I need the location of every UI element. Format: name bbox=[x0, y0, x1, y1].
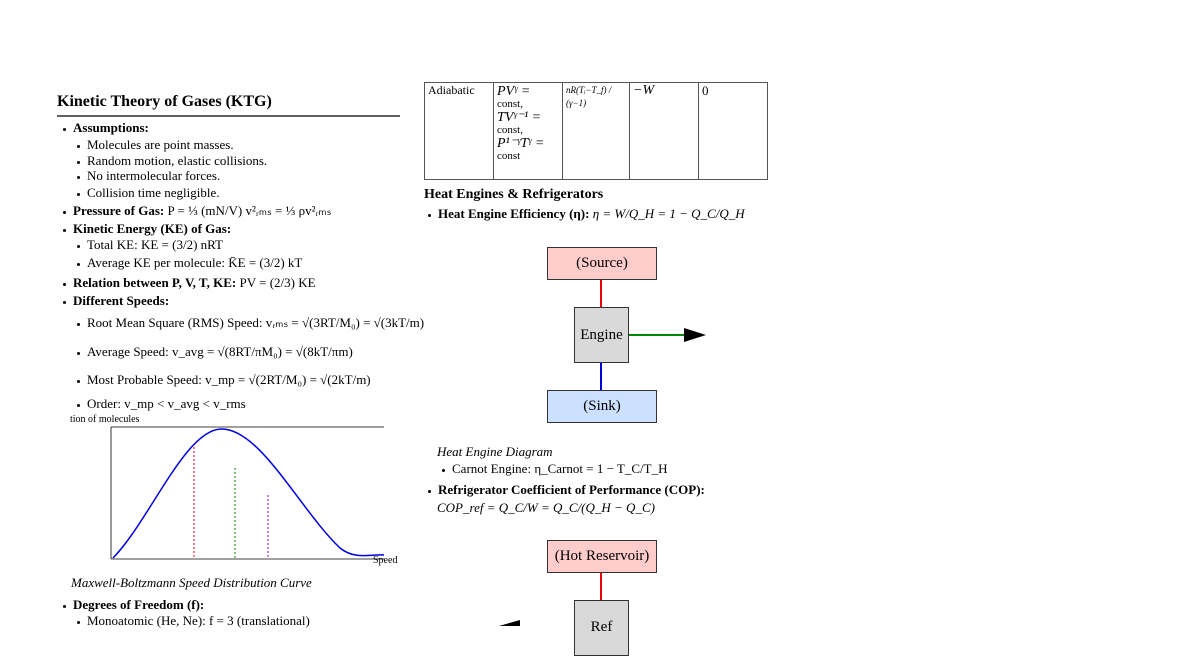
formula: COP_ref = Q_C/W = Q_C/(Q_H − Q_C) bbox=[437, 500, 655, 515]
label: Heat Engine Efficiency (η): bbox=[438, 206, 590, 221]
label: Refrigerator Coefficient of Performance … bbox=[438, 482, 705, 497]
list-item: Molecules are point masses. bbox=[77, 137, 234, 153]
list-item: Total KE: KE = (3/2) nRT bbox=[77, 237, 223, 253]
caption: Heat Engine Diagram bbox=[437, 444, 553, 459]
list-item: Kinetic Energy (KE) of Gas: bbox=[63, 221, 231, 237]
axis-label: Speed bbox=[373, 555, 398, 566]
arrowhead bbox=[684, 328, 706, 342]
list-item: Collision time negligible. bbox=[77, 185, 220, 201]
label: Degrees of Freedom (f): bbox=[73, 597, 205, 612]
list-item: Heat Engine Efficiency (η): η = W/Q_H = … bbox=[428, 206, 745, 222]
list-item: Monoatomic (He, Ne): f = 3 (translationa… bbox=[77, 613, 310, 629]
text: const, bbox=[497, 98, 523, 110]
text: Collision time negligible. bbox=[87, 185, 220, 200]
arrowhead bbox=[499, 620, 520, 626]
label: Pressure of Gas: bbox=[73, 203, 165, 218]
label: Different Speeds: bbox=[73, 293, 170, 308]
text: Average Speed: v_avg = √(8RT/πM₀) = √(8k… bbox=[87, 344, 353, 359]
text: Molecules are point masses. bbox=[87, 137, 234, 152]
table-cell: 0 bbox=[698, 82, 768, 180]
text: const, bbox=[497, 124, 523, 136]
caption: Maxwell-Boltzmann Speed Distribution Cur… bbox=[71, 575, 312, 590]
list-item: No intermolecular forces. bbox=[77, 168, 220, 184]
list-item: Average Speed: v_avg = √(8RT/πM₀) = √(8k… bbox=[77, 344, 353, 360]
label: Kinetic Energy (KE) of Gas: bbox=[73, 221, 232, 236]
list-item: Average KE per molecule: K̄E = (3/2) kT bbox=[77, 255, 302, 271]
text: Total KE: KE = (3/2) nRT bbox=[87, 237, 223, 252]
formula: P¹⁻ᵞTᵞ = bbox=[497, 136, 545, 151]
list-item: Most Probable Speed: v_mp = √(2RT/M₀) = … bbox=[77, 372, 371, 388]
text: Monoatomic (He, Ne): f = 3 (translationa… bbox=[87, 613, 310, 628]
distribution-curve bbox=[112, 428, 385, 559]
text: Root Mean Square (RMS) Speed: vᵣₘₛ = √(3… bbox=[87, 315, 425, 330]
node: (Hot Reservoir) bbox=[547, 540, 657, 573]
node: (Source) bbox=[547, 247, 657, 280]
label: Assumptions: bbox=[73, 120, 149, 135]
table-cell: −W bbox=[629, 82, 699, 180]
text: Random motion, elastic collisions. bbox=[87, 153, 268, 168]
label: Relation between P, V, T, KE: bbox=[73, 275, 237, 290]
list-item: Degrees of Freedom (f): bbox=[63, 597, 204, 613]
list-item: Random motion, elastic collisions. bbox=[77, 153, 267, 169]
text: Order: v_mp < v_avg < v_rms bbox=[87, 396, 246, 411]
list-item: Pressure of Gas: P = ⅓ (mN/V) v²ᵣₘₛ = ⅓ … bbox=[63, 203, 331, 219]
text: PV = (2/3) KE bbox=[239, 275, 316, 290]
axis-label: tion of molecules bbox=[70, 414, 140, 425]
node: Engine bbox=[574, 307, 629, 363]
table-cell: nR(Tᵢ−T_f) / (γ−1) bbox=[562, 82, 630, 180]
page: Adiabatic PVᵞ = const, TVᵞ⁻¹ = const, P¹… bbox=[0, 0, 1191, 626]
list-item: Root Mean Square (RMS) Speed: vᵣₘₛ = √(3… bbox=[77, 315, 424, 331]
node: Ref bbox=[574, 600, 629, 656]
list-item: Refrigerator Coefficient of Performance … bbox=[428, 482, 705, 498]
formula: PVᵞ = bbox=[497, 84, 531, 99]
list-item: Carnot Engine: η_Carnot = 1 − T_C/T_H bbox=[442, 461, 667, 477]
section-title: Heat Engines & Refrigerators bbox=[424, 187, 604, 202]
formula: TVᵞ⁻¹ = bbox=[497, 110, 542, 125]
list-item: Assumptions: bbox=[63, 120, 149, 136]
list-item: Order: v_mp < v_avg < v_rms bbox=[77, 396, 246, 412]
formula: η = W/Q_H = 1 − Q_C/Q_H bbox=[592, 206, 745, 221]
list-item: Different Speeds: bbox=[63, 293, 169, 309]
text: No intermolecular forces. bbox=[87, 168, 221, 183]
text: Most Probable Speed: v_mp = √(2RT/M₀) = … bbox=[87, 372, 371, 387]
list-item: Relation between P, V, T, KE: PV = (2/3)… bbox=[63, 275, 316, 291]
text: Average KE per molecule: K̄E = (3/2) kT bbox=[87, 255, 303, 270]
table-cell: Adiabatic bbox=[424, 82, 494, 180]
section-title: Kinetic Theory of Gases (KTG) bbox=[57, 93, 272, 110]
text: P = ⅓ (mN/V) v²ᵣₘₛ = ⅓ ρv²ᵣₘₛ bbox=[167, 203, 332, 218]
node: (Sink) bbox=[547, 390, 657, 423]
table-cell: PVᵞ = const, TVᵞ⁻¹ = const, P¹⁻ᵞTᵞ = con… bbox=[493, 82, 563, 180]
text: const bbox=[497, 150, 521, 162]
